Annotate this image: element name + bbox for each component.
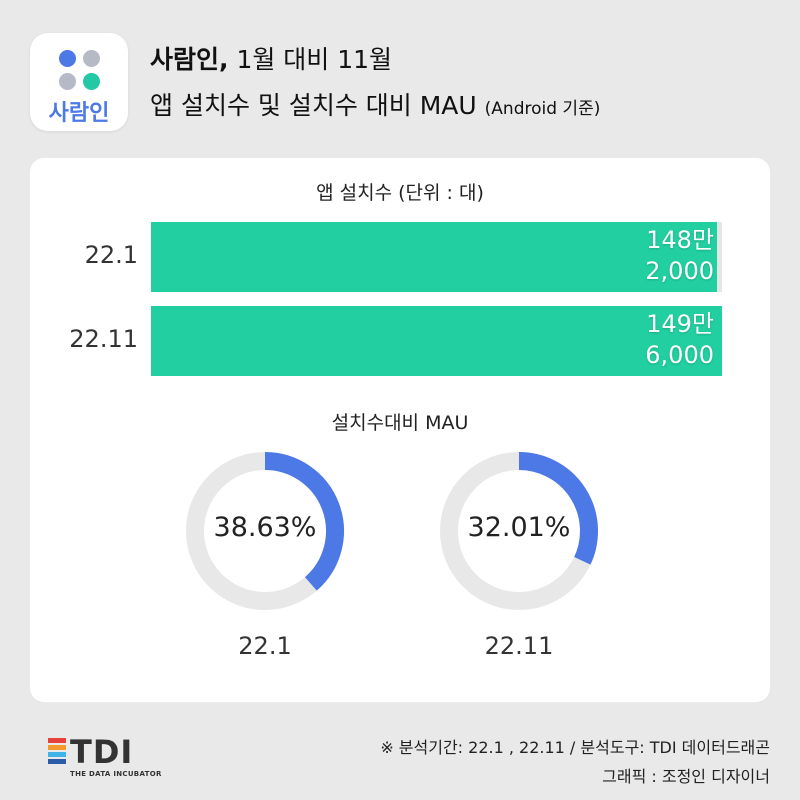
donut-category-label: 22.1	[238, 632, 292, 660]
donut-chart-title: 설치수대비 MAU	[331, 412, 469, 434]
logo-text: 사람인	[48, 101, 110, 126]
bar-category-label: 22.11	[69, 325, 138, 353]
tdi-brand-sub: THE DATA INCUBATOR	[70, 770, 162, 778]
subtitle-note: (Android 기준)	[484, 99, 601, 119]
logo-dot-icon	[59, 73, 76, 90]
tdi-mark-icon	[48, 738, 66, 764]
app-logo: 사람인	[30, 33, 128, 131]
bar-track: 148만 2,000	[151, 222, 722, 292]
logo-dot-icon	[83, 50, 100, 67]
bar-category-label: 22.1	[84, 241, 138, 269]
credit-note: 그래픽 : 조정인 디자이너	[602, 767, 770, 786]
bar-row: 22.1 148만 2,000	[30, 222, 770, 292]
bar-value-label: 148만 2,000	[645, 226, 714, 285]
bar-value-label: 149만 6,000	[645, 310, 714, 369]
logo-dot-icon	[83, 73, 100, 90]
donut-value-label: 32.01%	[467, 512, 571, 543]
bar	[151, 306, 722, 376]
tdi-brand: TDI	[70, 733, 134, 771]
page-subtitle: 앱 설치수 및 설치수 대비 MAU (Android 기준)	[150, 86, 600, 122]
donut-chart: 38.63%	[180, 446, 350, 616]
app-name: 사람인,	[150, 45, 229, 74]
donut-category-label: 22.11	[484, 632, 554, 660]
donut-value-arc	[264, 452, 344, 591]
bar-row: 22.11 149만 6,000	[30, 306, 770, 376]
donut-value-label: 38.63%	[213, 512, 317, 543]
subtitle-text: 앱 설치수 및 설치수 대비 MAU	[150, 91, 477, 120]
chart-card: 앱 설치수 (단위 : 대) 22.1 148만 2,000 22.11 149…	[30, 158, 770, 702]
bar	[151, 222, 717, 292]
bar-chart-title: 앱 설치수 (단위 : 대)	[316, 182, 484, 204]
page-title: 사람인, 1월 대비 11월	[150, 40, 392, 76]
logo-dot-icon	[59, 50, 76, 67]
bar-track: 149만 6,000	[151, 306, 722, 376]
source-note: ※ 분석기간: 22.1 , 22.11 / 분석도구: TDI 데이터드래곤	[380, 738, 770, 757]
donut-value-arc	[518, 452, 598, 565]
donut-chart: 32.01%	[434, 446, 604, 616]
title-period: 1월 대비 11월	[228, 45, 393, 74]
